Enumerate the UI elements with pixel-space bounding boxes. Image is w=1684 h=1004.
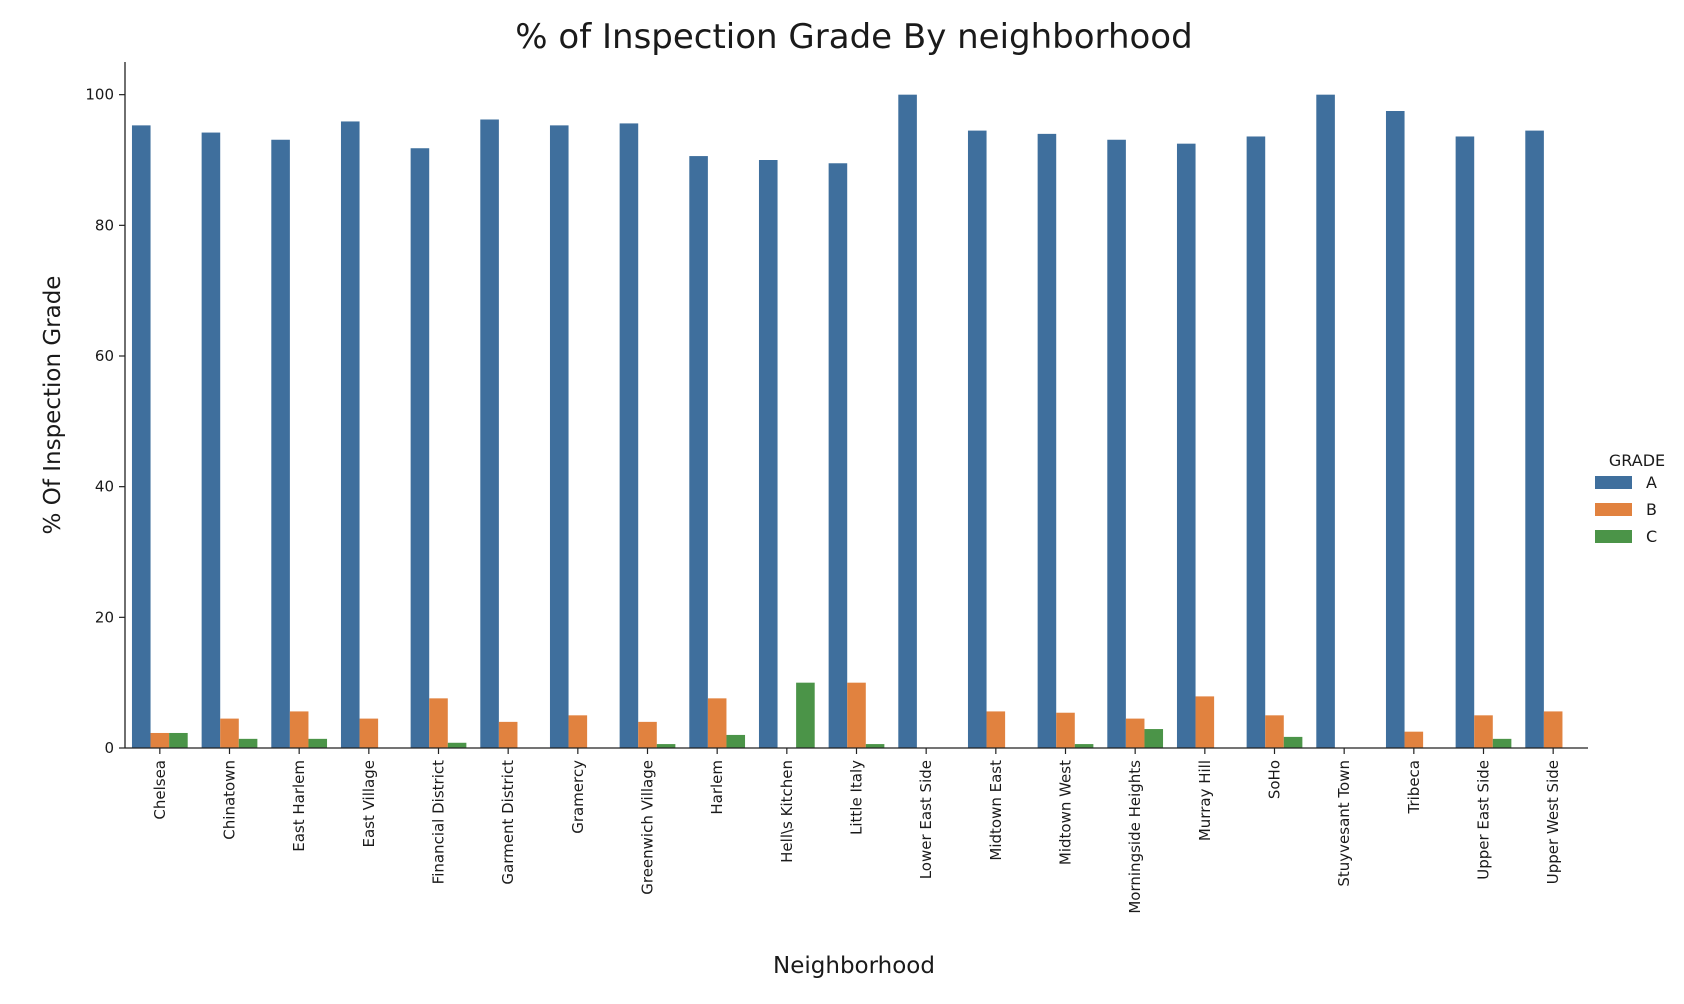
bar bbox=[1037, 133, 1057, 748]
x-tick-label: Chinatown bbox=[221, 760, 239, 840]
bar bbox=[498, 721, 518, 748]
x-tick-label: Stuyvesant Town bbox=[1335, 760, 1353, 887]
bar bbox=[1316, 94, 1335, 749]
y-tick-label: 60 bbox=[95, 347, 114, 365]
bar bbox=[201, 132, 221, 748]
legend-title: GRADE bbox=[1609, 451, 1665, 470]
plot-area: 0 20 40 60 80 100 Chelsea Chinatown East Harlem E… bbox=[85, 62, 1588, 914]
bar bbox=[1144, 729, 1164, 748]
bar bbox=[568, 715, 588, 748]
bar bbox=[1246, 136, 1266, 749]
bar bbox=[1265, 715, 1284, 748]
bar bbox=[289, 711, 309, 748]
bar bbox=[410, 148, 430, 749]
y-tick-label: 20 bbox=[95, 608, 114, 626]
bar bbox=[1125, 718, 1145, 748]
legend-label-A: A bbox=[1646, 473, 1657, 492]
bar bbox=[549, 125, 569, 749]
legend: GRADE ABC bbox=[1595, 451, 1665, 546]
bar bbox=[638, 721, 657, 748]
chart-title: % of Inspection Grade By neighborhood bbox=[515, 17, 1192, 57]
bar bbox=[1543, 711, 1563, 748]
bar bbox=[169, 732, 188, 748]
bar bbox=[1107, 139, 1126, 748]
x-tick-label: Garment District bbox=[499, 760, 517, 885]
bar bbox=[828, 163, 848, 748]
bar bbox=[758, 160, 778, 748]
series-C bbox=[169, 682, 1512, 748]
x-tick-label: Hell\s Kitchen bbox=[778, 760, 796, 863]
x-tick-label: Midtown West bbox=[1057, 760, 1075, 865]
bar bbox=[865, 744, 885, 748]
x-tick-label: Little Italy bbox=[848, 760, 866, 835]
x-tick-label: Gramercy bbox=[569, 760, 587, 834]
bar bbox=[986, 711, 1006, 748]
bar bbox=[340, 121, 360, 748]
bar bbox=[726, 734, 746, 748]
bar bbox=[447, 742, 467, 748]
bar bbox=[656, 744, 676, 748]
x-tick-label: East Harlem bbox=[290, 760, 308, 852]
bar bbox=[271, 139, 290, 748]
bar bbox=[1525, 130, 1544, 749]
series-B bbox=[150, 682, 1563, 748]
x-tick-label: Upper West Side bbox=[1544, 760, 1562, 884]
bar bbox=[238, 738, 258, 748]
bar bbox=[1455, 136, 1475, 749]
bar bbox=[1283, 736, 1303, 748]
y-tick-label: 80 bbox=[95, 216, 114, 234]
x-tick-label: Upper East Side bbox=[1475, 760, 1493, 880]
bar bbox=[1176, 143, 1196, 749]
x-tick-label: Midtown East bbox=[987, 760, 1005, 861]
bar bbox=[847, 682, 866, 748]
x-tick-label: Tribeca bbox=[1405, 760, 1423, 814]
bar bbox=[707, 698, 727, 748]
x-tick-label: Financial District bbox=[430, 760, 448, 884]
bar bbox=[967, 130, 987, 749]
legend-label-C: C bbox=[1646, 527, 1657, 546]
y-tick-label: 40 bbox=[95, 478, 114, 496]
series-A bbox=[131, 94, 1544, 749]
x-tick-label: SoHo bbox=[1266, 760, 1284, 799]
bar bbox=[150, 732, 170, 748]
bar bbox=[308, 738, 328, 748]
x-axis-label: Neighborhood bbox=[773, 953, 935, 979]
bar bbox=[220, 718, 239, 748]
bar bbox=[898, 94, 917, 749]
bar bbox=[1474, 715, 1493, 748]
legend-label-B: B bbox=[1646, 500, 1657, 519]
legend-swatch-A bbox=[1595, 476, 1632, 489]
x-tick-label: East Village bbox=[360, 760, 378, 848]
bar bbox=[1385, 111, 1405, 748]
bar bbox=[619, 123, 639, 748]
bar bbox=[1056, 712, 1075, 748]
y-axis-label: % Of Inspection Grade bbox=[40, 276, 66, 535]
bar bbox=[1195, 696, 1215, 748]
bar bbox=[1404, 731, 1424, 748]
x-tick-label: Greenwich Village bbox=[639, 760, 657, 895]
bar bbox=[480, 119, 499, 749]
x-tick-label: Harlem bbox=[708, 760, 726, 815]
bar bbox=[689, 156, 708, 748]
x-tick-label: Morningside Heights bbox=[1126, 760, 1144, 914]
x-tick-label: Lower East Side bbox=[917, 760, 935, 879]
bar bbox=[796, 682, 815, 748]
bar bbox=[1492, 738, 1512, 748]
bar bbox=[429, 698, 448, 748]
x-tick-label: Chelsea bbox=[151, 760, 169, 820]
x-tick-label: Murray Hill bbox=[1196, 760, 1214, 841]
y-tick-label: 100 bbox=[85, 86, 114, 104]
bar bbox=[1074, 744, 1094, 748]
bar bbox=[359, 718, 379, 748]
legend-swatch-B bbox=[1595, 503, 1632, 516]
bar bbox=[131, 125, 151, 749]
y-tick-label: 0 bbox=[104, 739, 114, 757]
legend-swatch-C bbox=[1595, 530, 1632, 543]
